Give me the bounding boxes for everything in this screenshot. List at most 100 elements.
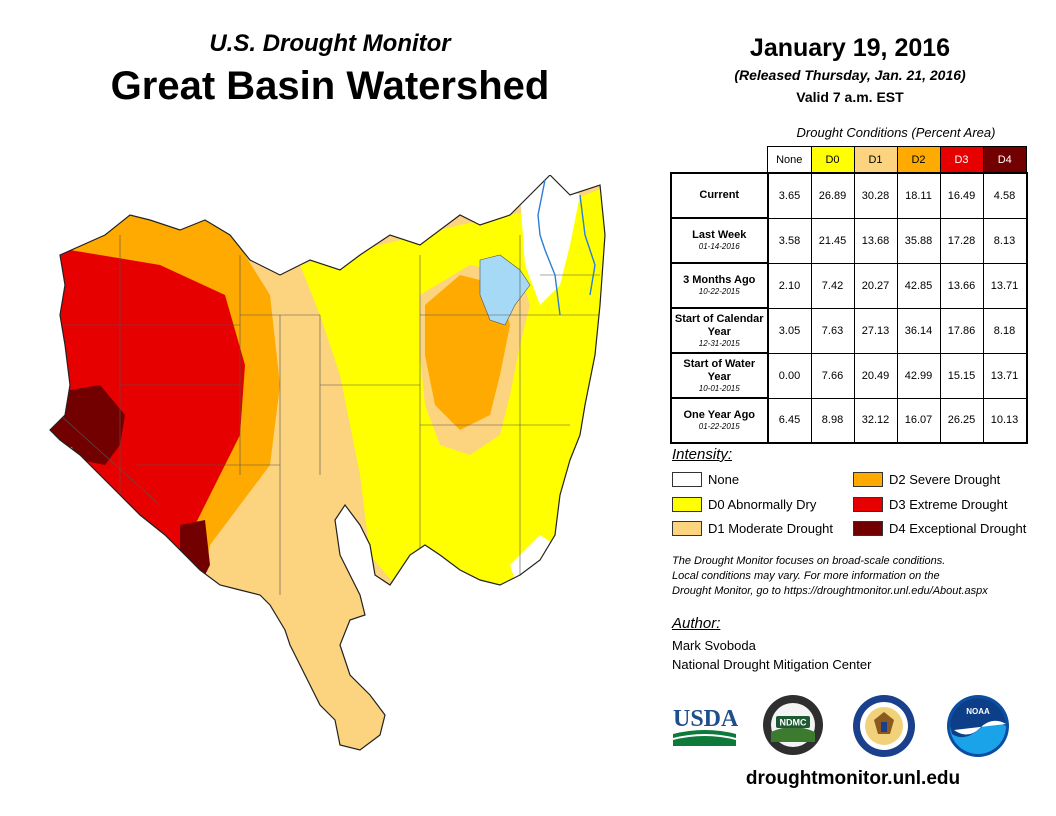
legend-swatch-d0 xyxy=(672,497,702,513)
cell-d0: 7.63 xyxy=(810,308,855,354)
cell-d0: 8.98 xyxy=(810,398,855,444)
cell-d1: 27.13 xyxy=(853,308,898,354)
cell-none: 2.10 xyxy=(767,263,812,309)
row-label: 3 Months Ago 10-22-2015 xyxy=(670,262,769,309)
row-label: Start of Water Year 10-01-2015 xyxy=(670,352,769,399)
author-label: Author: xyxy=(672,615,721,632)
cell-d2: 42.85 xyxy=(896,263,941,309)
col-header-none: None xyxy=(767,146,812,174)
website-link[interactable]: droughtmonitor.unl.edu xyxy=(745,768,961,789)
cell-none: 3.05 xyxy=(767,308,812,354)
cell-d2: 16.07 xyxy=(896,398,941,444)
author-name: Mark Svoboda xyxy=(672,638,756,653)
cell-d0: 7.42 xyxy=(810,263,855,309)
map-title: Great Basin Watershed xyxy=(110,64,550,108)
row-label-date: 10-22-2015 xyxy=(698,287,740,296)
table-row: Start of Water Year 10-01-2015 0.00 7.66 … xyxy=(670,352,1027,399)
usda-logo-text: USDA xyxy=(673,706,738,732)
usda-logo: USDA xyxy=(673,706,738,746)
drought-map xyxy=(49,175,606,751)
legend-item-d0: D0 Abnormally Dry xyxy=(672,495,816,513)
valid-time: Valid 7 a.m. EST xyxy=(796,89,904,105)
cell-d1: 20.49 xyxy=(853,353,898,399)
cell-d2: 35.88 xyxy=(896,218,941,264)
legend-label: D1 Moderate Drought xyxy=(708,521,834,537)
row-label-text: One Year Ago xyxy=(683,409,756,421)
legend-item-d1: D1 Moderate Drought xyxy=(672,519,834,537)
cell-d0: 21.45 xyxy=(810,218,855,264)
legend-item-none: None xyxy=(672,470,740,488)
cell-d2: 18.11 xyxy=(896,173,941,219)
row-label: One Year Ago 01-22-2015 xyxy=(670,397,769,444)
table-row: One Year Ago 01-22-2015 6.45 8.98 32.12 1… xyxy=(670,397,1027,444)
cell-d4: 13.71 xyxy=(982,263,1027,309)
cell-d4: 13.71 xyxy=(982,353,1027,399)
legend-label: D2 Severe Drought xyxy=(889,472,1001,488)
table-corner xyxy=(671,147,768,174)
ndmc-logo-text: NDMC xyxy=(780,718,807,728)
river-line xyxy=(537,179,596,316)
col-header-d2: D2 xyxy=(896,146,941,174)
cell-none: 3.58 xyxy=(767,218,812,264)
cell-d4: 8.13 xyxy=(982,218,1027,264)
author-org: National Drought Mitigation Center xyxy=(672,657,872,672)
cell-d1: 30.28 xyxy=(853,173,898,219)
legend-swatch-d3 xyxy=(853,497,883,513)
cell-d1: 20.27 xyxy=(853,263,898,309)
d4-region-south xyxy=(180,520,210,585)
legend-swatch-d4 xyxy=(853,521,883,537)
commerce-seal-logo xyxy=(853,695,915,757)
cell-d2: 42.99 xyxy=(896,353,941,399)
cell-d3: 13.66 xyxy=(939,263,984,309)
table-caption: Drought Conditions (Percent Area) xyxy=(796,125,996,140)
row-label-text: Current xyxy=(699,189,740,201)
cell-none: 6.45 xyxy=(767,398,812,444)
none-region-north xyxy=(520,175,580,305)
legend-item-d2: D2 Severe Drought xyxy=(853,470,1001,488)
cell-d2: 36.14 xyxy=(896,308,941,354)
release-date: (Released Thursday, Jan. 21, 2016) xyxy=(734,67,966,83)
cell-d3: 16.49 xyxy=(939,173,984,219)
cell-d3: 17.86 xyxy=(939,308,984,354)
cell-none: 3.65 xyxy=(767,173,812,219)
table-row: Last Week 01-14-2016 3.58 21.45 13.68 35.… xyxy=(670,217,1027,264)
row-label-text: Start of Water Year xyxy=(683,357,756,383)
row-label-date: 01-14-2016 xyxy=(698,242,740,251)
legend-swatch-d2 xyxy=(853,472,883,488)
ndmc-logo: NDMC xyxy=(763,695,823,755)
legend-title: Intensity: xyxy=(672,446,733,463)
cell-d4: 10.13 xyxy=(982,398,1027,444)
row-label: Last Week 01-14-2016 xyxy=(670,217,769,264)
row-label-date: 12-31-2015 xyxy=(698,338,740,348)
cell-d1: 32.12 xyxy=(853,398,898,444)
cell-d4: 4.58 xyxy=(982,173,1027,219)
map-date: January 19, 2016 xyxy=(749,34,951,62)
legend-label: D4 Exceptional Drought xyxy=(889,521,1027,537)
great-salt-lake xyxy=(479,254,531,326)
cell-d0: 7.66 xyxy=(810,353,855,399)
legend-item-d3: D3 Extreme Drought xyxy=(853,495,1008,513)
legend-swatch-none xyxy=(672,472,702,488)
legend-item-d4: D4 Exceptional Drought xyxy=(853,519,1027,537)
row-label-text: 3 Months Ago xyxy=(683,274,756,286)
row-label-date: 10-01-2015 xyxy=(698,383,740,393)
table-row: 3 Months Ago 10-22-2015 2.10 7.42 20.27 4… xyxy=(670,262,1027,309)
legend-swatch-d1 xyxy=(672,521,702,537)
drought-conditions-table: None D0 D1 D2 D3 D4 Current 3.65 26.89 3… xyxy=(670,146,1028,444)
noaa-logo-text: NOAA xyxy=(966,707,990,716)
legend-label: None xyxy=(708,472,740,488)
cell-none: 0.00 xyxy=(767,353,812,399)
col-header-d4: D4 xyxy=(982,146,1027,174)
col-header-d1: D1 xyxy=(853,146,898,174)
col-header-d0: D0 xyxy=(810,146,855,174)
note-line: Local conditions may vary. For more info… xyxy=(672,570,940,582)
table-row: Current 3.65 26.89 30.28 18.11 16.49 4.5… xyxy=(670,172,1027,219)
row-label-date: 01-22-2015 xyxy=(698,422,740,431)
cell-d3: 15.15 xyxy=(939,353,984,399)
row-label: Start of Calendar Year 12-31-2015 xyxy=(670,307,769,354)
map-subtitle: U.S. Drought Monitor xyxy=(209,30,451,57)
row-label-text: Start of Calendar Year xyxy=(674,312,764,338)
row-label: Current xyxy=(670,172,769,219)
disclaimer-note: The Drought Monitor focuses on broad-sca… xyxy=(672,554,1042,599)
col-header-d3: D3 xyxy=(939,146,984,174)
